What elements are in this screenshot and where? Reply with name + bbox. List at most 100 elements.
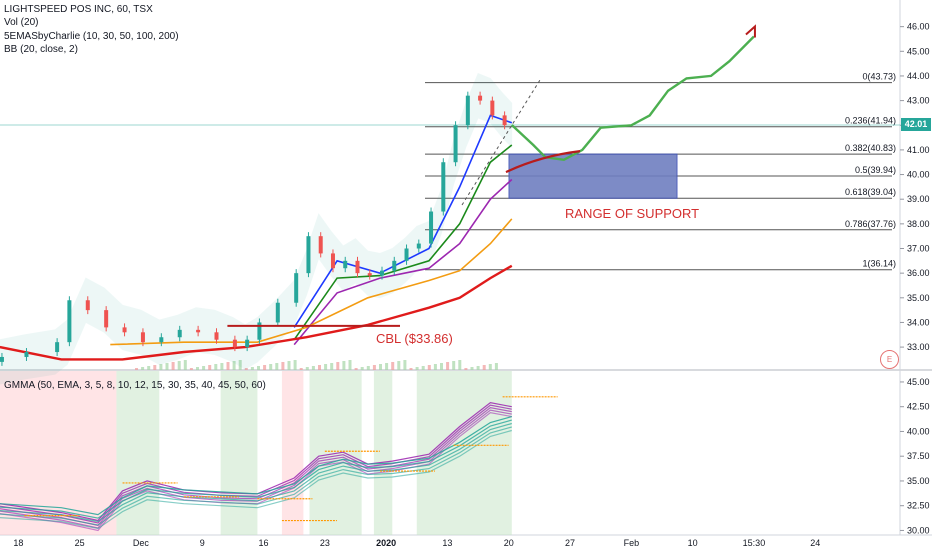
- earnings-icon[interactable]: E: [880, 350, 899, 369]
- gmma-tick-label-5: 42.50: [907, 402, 930, 412]
- time-tick-label-7: 13: [442, 538, 452, 548]
- volume-bar-54: [464, 368, 468, 370]
- fib-label-5: 0.786(37.76): [845, 219, 896, 229]
- volume-bar-58: [488, 364, 492, 370]
- fib-label-1: 0.236(41.94): [845, 116, 896, 126]
- gmma-ribbon-1-3: [0, 419, 512, 519]
- candle-body-0: [0, 356, 4, 362]
- price-tick-label-2: 35.00: [907, 293, 930, 303]
- candle-body-20: [343, 260, 348, 269]
- gmma-ribbon-1-4: [0, 416, 512, 516]
- last-price-badge: 42.01: [901, 118, 931, 131]
- ema-line-0: [293, 114, 513, 328]
- candle-body-26: [416, 243, 421, 249]
- candle-body-27: [429, 211, 434, 244]
- volume-bar-55: [470, 367, 474, 370]
- volume-bar-21: [263, 365, 267, 370]
- time-tick-label-2: Dec: [133, 538, 150, 548]
- candle-body-10: [196, 329, 201, 333]
- volume-bar-32: [330, 363, 334, 370]
- ema-line-4: [0, 264, 513, 361]
- volume-bar-52: [452, 361, 456, 370]
- gmma-ribbon-1-0: [0, 429, 512, 530]
- time-tick-label-12: 15:30: [743, 538, 766, 548]
- volume-bar-11: [202, 366, 206, 370]
- candle-body-31: [478, 95, 483, 101]
- candle-body-19: [330, 253, 335, 269]
- trend-projection-line: [461, 79, 541, 206]
- candle-body-5: [104, 310, 109, 328]
- volume-bar-56: [476, 366, 480, 370]
- candle-body-13: [245, 339, 250, 348]
- volume-bar-24: [281, 362, 285, 370]
- candle-body-1: [24, 352, 29, 357]
- volume-bar-23: [275, 363, 279, 370]
- forecast-arrow-head: [745, 24, 756, 38]
- ema-line-2: [293, 178, 513, 346]
- volume-bar-43: [397, 361, 401, 370]
- volume-bar-36: [354, 368, 358, 370]
- time-tick-label-11: 10: [688, 538, 698, 548]
- time-tick-label-9: 27: [565, 538, 575, 548]
- gmma-ribbon-1-2: [0, 422, 512, 523]
- volume-bar-26: [293, 360, 297, 370]
- volume-bar-44: [403, 360, 407, 370]
- ema-line-1: [293, 144, 513, 341]
- support-mark-line: [505, 150, 581, 174]
- volume-bar-4: [159, 364, 163, 370]
- gmma-tick-label-6: 45.00: [907, 377, 930, 387]
- gmma-tick-label-2: 35.00: [907, 476, 930, 486]
- gmma-legend[interactable]: GMMA (50, EMA, 3, 5, 8, 10, 12, 15, 30, …: [4, 380, 266, 391]
- candle-body-11: [214, 332, 219, 340]
- support-range-annotation: RANGE OF SUPPORT: [565, 206, 700, 221]
- volume-bar-20: [257, 366, 260, 370]
- candle-body-21: [355, 260, 360, 274]
- volume-bar-27: [299, 368, 303, 370]
- gmma-zone-5: [373, 371, 393, 535]
- price-tick-label-0: 33.00: [907, 342, 930, 352]
- gmma-zone-1: [116, 371, 160, 535]
- volume-legend[interactable]: Vol (20): [4, 17, 39, 29]
- candle-body-32: [490, 100, 495, 116]
- fib-label-3: 0.5(39.94): [855, 165, 896, 175]
- fib-label-6: 1(36.14): [862, 259, 896, 269]
- volume-bar-40: [379, 364, 382, 370]
- volume-bar-47: [421, 366, 425, 370]
- volume-bar-29: [311, 366, 315, 370]
- price-tick-label-11: 44.00: [907, 71, 930, 81]
- volume-bar-7: [177, 361, 181, 370]
- volume-bar-0: [135, 368, 138, 370]
- volume-bar-49: [433, 364, 437, 370]
- candle-body-24: [392, 260, 397, 271]
- candle-body-16: [294, 273, 299, 303]
- volume-bar-30: [318, 365, 321, 370]
- symbol-title[interactable]: LIGHTSPEED POS INC, 60, TSX: [4, 4, 153, 15]
- gmma-tick-label-1: 32.50: [907, 501, 930, 511]
- price-tick-label-1: 34.00: [907, 317, 930, 327]
- volume-bar-12: [208, 365, 212, 370]
- volume-bar-46: [415, 367, 419, 370]
- volume-bar-9: [189, 368, 193, 370]
- volume-bar-17: [238, 360, 242, 370]
- candle-body-22: [367, 273, 372, 276]
- candle-body-17: [306, 236, 311, 274]
- time-tick-label-3: 9: [200, 538, 205, 548]
- volume-bar-28: [305, 367, 309, 370]
- volume-bar-13: [214, 364, 218, 370]
- volume-bar-53: [458, 360, 462, 370]
- volume-bar-35: [348, 360, 352, 370]
- cbl-annotation: CBL ($33.86): [376, 331, 453, 346]
- ema-legend[interactable]: 5EMASbyCharlie (10, 30, 50, 100, 200): [4, 30, 179, 42]
- volume-bar-22: [269, 364, 273, 370]
- gmma-zone-2: [220, 371, 258, 535]
- bollinger-legend[interactable]: BB (20, close, 2): [4, 43, 78, 55]
- candle-body-12: [232, 339, 237, 348]
- candle-body-30: [465, 95, 470, 126]
- volume-bar-10: [196, 367, 199, 370]
- volume-bar-51: [446, 362, 450, 370]
- fib-label-0: 0(43.73): [862, 72, 896, 82]
- candle-body-4: [85, 300, 90, 311]
- support-range-box: [508, 153, 678, 199]
- candle-body-28: [441, 162, 446, 212]
